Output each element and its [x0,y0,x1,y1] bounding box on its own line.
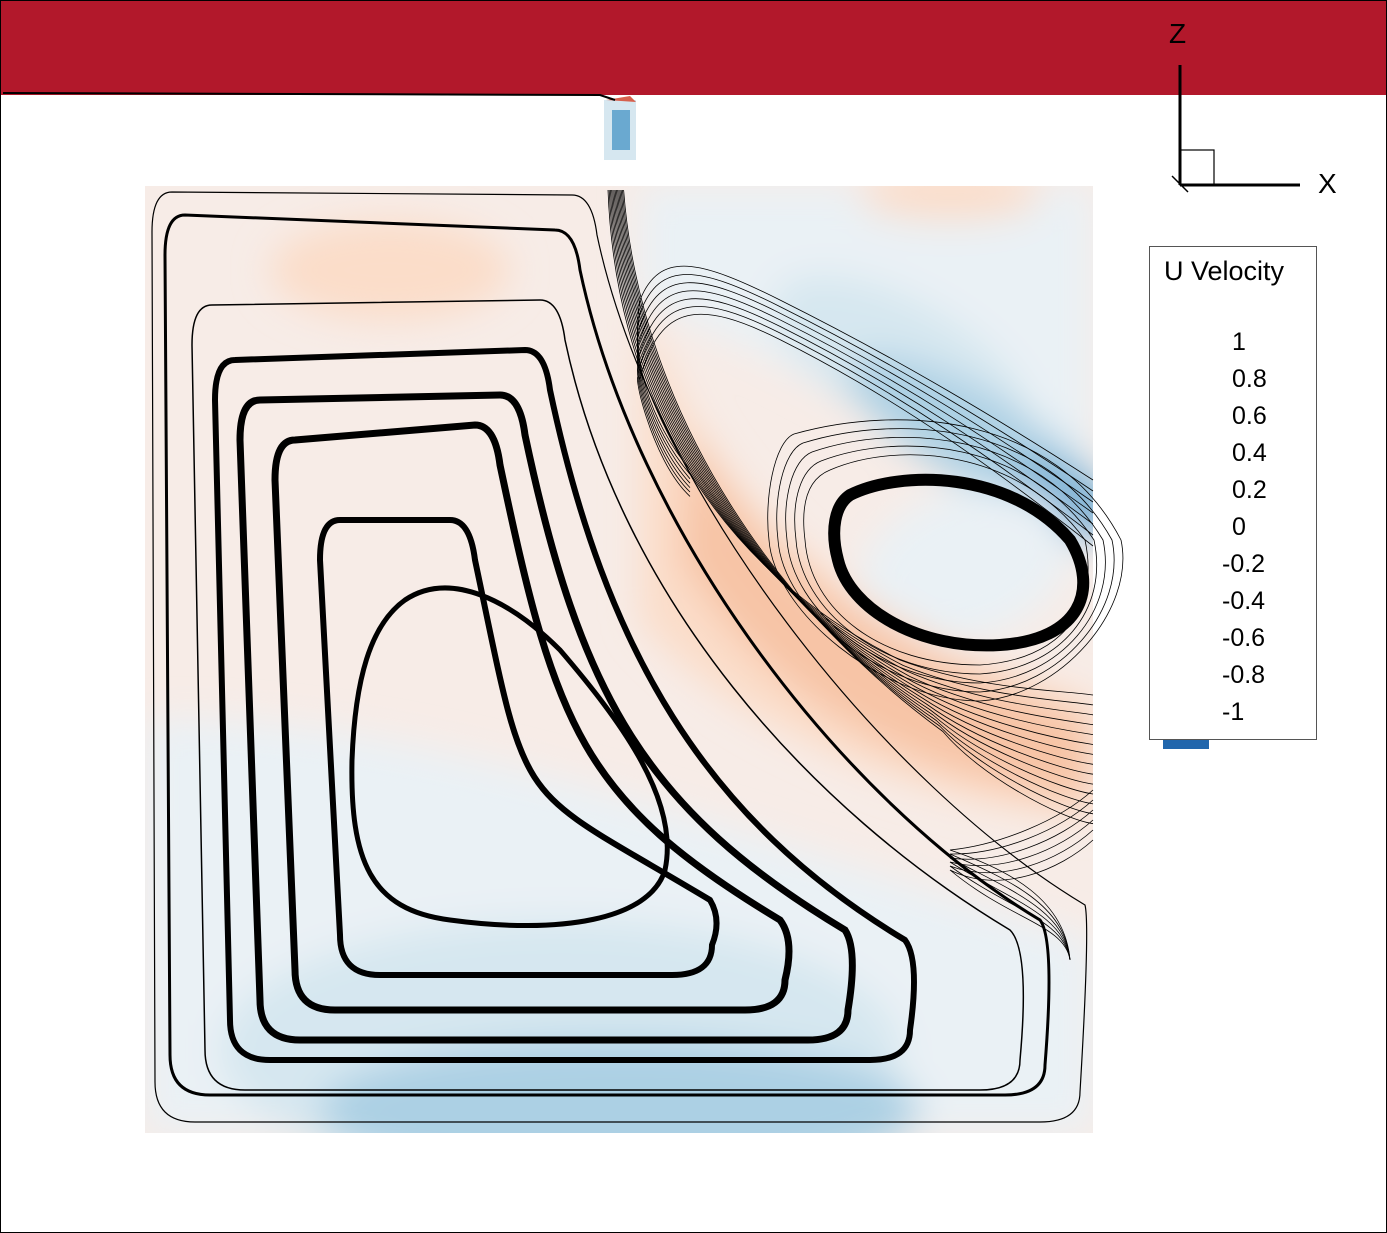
streamline-exit [949,829,1094,961]
streamline-exit [949,809,1094,961]
axes-triad [1171,65,1300,193]
streamline-jet [610,189,1094,716]
streamline-return [637,282,1094,503]
streamline-secondary-ring [776,428,1115,693]
streamline-return [637,298,1094,525]
streamline-jet [612,189,1094,735]
colorbar-label: 0.8 [1232,365,1267,393]
streamline-jet [608,189,1094,706]
streamline-jet [613,189,1094,745]
streamline-primary-loop [236,391,856,1044]
inlet-slot [602,95,638,186]
colorbar-label: -0.2 [1222,550,1266,578]
streamline-exit [949,799,1094,961]
streamline-primary-loop [271,421,793,1014]
axis-x-label: X [1318,168,1337,199]
streamline-primary-loop [211,346,917,1063]
streamline-primary-loop [191,299,1025,1091]
streamline-secondary-vortex [828,473,1090,652]
streamline-jet [620,189,1094,805]
streamline-return [637,265,1094,481]
streamline-jet [611,189,1094,726]
streamline-inner-loop [349,585,670,929]
streamlines [2,92,1124,1123]
streamline-exit [949,839,1094,961]
axis-z-label: Z [1169,18,1187,49]
legend-panel [1149,246,1317,740]
streamline-jet [619,189,1094,795]
streamline-jet [614,189,1094,755]
colorbar-label: -0.4 [1222,587,1266,615]
colorbar-label: 0.6 [1232,402,1267,430]
lid-band [1,1,1386,95]
streamline-return [637,290,1094,514]
streamline-secondary-ring [803,454,1089,666]
streamline-secondary-ring [794,445,1098,675]
streamline-exit [949,819,1094,961]
legend-title: U Velocity [1164,256,1285,286]
streamline-secondary-ring [785,436,1106,684]
streamline-primary-loop [151,191,1088,1123]
streamline-lid [2,92,616,101]
colorbar-label: -0.8 [1222,661,1266,689]
colorbar-label: 1 [1232,328,1246,356]
streamline-jet [607,189,1094,696]
colorbar-label: -1 [1222,698,1245,726]
streamline-jet [617,189,1094,775]
colorbar-label: -0.6 [1222,624,1266,652]
streamline-jet [618,189,1094,785]
streamline-return [637,306,1094,536]
streamline-primary-loop [316,517,720,978]
streamline-jet [623,189,1094,825]
streamline-return [637,274,1094,492]
colorbar-label: 0.2 [1232,476,1267,504]
colorbar-label: 0 [1232,513,1246,541]
colorbar-label: 0.4 [1232,439,1267,467]
streamline-jet [616,189,1094,765]
streamline-exit [949,789,1094,961]
streamline-return [637,313,1094,547]
